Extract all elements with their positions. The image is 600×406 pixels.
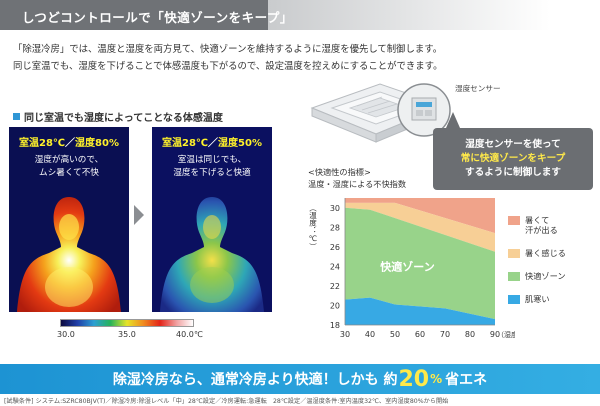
x-tick-label: 60 — [415, 330, 425, 339]
legend-swatch — [508, 216, 520, 225]
comfort-zone-label: 快適ゾーン — [379, 259, 434, 273]
intro-text: 「除湿冷房」では、温度と湿度を両方見て、快適ゾーンを維持するように湿度を優先して… — [13, 41, 600, 75]
legend-label: 肌寒い — [525, 294, 550, 304]
section-title-text: 同じ室温でも湿度によってことなる体感温度 — [24, 113, 223, 124]
chart-title-line-1: <快適性の指標> — [308, 167, 371, 177]
thermal-image-humid: 室温28℃／湿度80% 湿度が高いので、 ムシ暑くて不快 — [9, 127, 129, 312]
banner-percent-sign: % — [430, 372, 443, 386]
zone-area-2 — [345, 207, 495, 320]
separator: ／ — [65, 138, 76, 149]
scale-label-mid: 35.0 — [118, 330, 136, 339]
y-tick-label: 20 — [330, 301, 340, 310]
x-tick-label: 50 — [390, 330, 400, 339]
callout-line-1: 湿度センサーを使って — [465, 139, 561, 150]
temperature-color-scale — [60, 319, 194, 327]
section-title: 同じ室温でも湿度によってことなる体感温度 — [13, 109, 223, 124]
legend-item: 暑く感じる — [508, 248, 566, 258]
banner-text: 除湿冷房なら、通常冷房より快適！しかも 約 20% 省エネ — [0, 364, 600, 394]
callout-line-2: 常に快適ゾーンをキープ — [460, 153, 566, 164]
energy-saving-banner: 除湿冷房なら、通常冷房より快適！しかも 約 20% 省エネ — [0, 364, 600, 394]
condition-desc-2: 湿度を下げると快適 — [173, 168, 251, 178]
legend-label: 快適ゾーン — [525, 271, 566, 281]
condition-description: 室温は同じでも、 湿度を下げると快適 — [157, 154, 267, 180]
header-band: しつどコントロールで「快適ゾーンをキープ」 — [0, 0, 600, 30]
callout-line-3: するように制御します — [465, 167, 561, 178]
legend-swatch — [508, 272, 520, 281]
legend-swatch — [508, 249, 520, 258]
x-axis-label: （湿度：%） — [497, 330, 515, 339]
humidity-sensor-zoom-icon — [397, 83, 451, 137]
legend-swatch — [508, 295, 520, 304]
condition-description: 湿度が高いので、 ムシ暑くて不快 — [14, 154, 124, 180]
room-humidity: 湿度80% — [75, 138, 119, 149]
room-temp: 室温28℃ — [162, 138, 209, 149]
y-tick-label: 22 — [330, 282, 340, 291]
condition-line: 室温28℃／湿度50% — [157, 134, 267, 149]
bullet-square-icon — [13, 113, 20, 120]
separator: ／ — [208, 138, 219, 149]
scale-label-min: 30.0 — [57, 330, 75, 339]
x-tick-label: 80 — [465, 330, 475, 339]
zone-area-1 — [345, 202, 495, 252]
condition-desc-1: 湿度が高いので、 — [34, 155, 104, 165]
room-temp: 室温28℃ — [19, 138, 66, 149]
y-tick-label: 30 — [330, 204, 340, 213]
thermal-image-dry: 室温28℃／湿度50% 室温は同じでも、 湿度を下げると快適 — [152, 127, 272, 312]
condition-dry: 室温28℃／湿度50% 室温は同じでも、 湿度を下げると快適 — [157, 134, 267, 180]
room-humidity: 湿度50% — [218, 138, 262, 149]
zone-area-3 — [345, 297, 495, 325]
y-tick-label: 18 — [330, 321, 340, 330]
chart-title: <快適性の指標> 温度・湿度による不快指数 — [308, 166, 406, 190]
sensor-callout: 湿度センサーを使って 常に快適ゾーンをキープ するように制御します — [433, 128, 593, 190]
arrow-right-icon — [134, 205, 144, 225]
scale-label-max: 40.0℃ — [176, 330, 203, 339]
x-tick-label: 40 — [365, 330, 375, 339]
comfort-zone-chart: 30 40 50 60 70 80 90 18 20 22 24 26 28 30 （湿度：%） （温度：℃）… — [308, 198, 515, 339]
legend-item: 快適ゾーン — [508, 271, 566, 281]
legend-label: 暑くて 汗が出る — [525, 215, 558, 235]
header-dark-band — [0, 0, 268, 30]
y-tick-label: 28 — [330, 223, 340, 232]
intro-line-2: 同じ室温でも、湿度を下げることで体感温度も下がるので、設定温度を控えめにすること… — [13, 61, 443, 72]
y-tick-label: 26 — [330, 243, 340, 252]
intro-line-1: 「除湿冷房」では、温度と湿度を両方見て、快適ゾーンを維持するように湿度を優先して… — [13, 44, 443, 55]
header-fade — [268, 0, 600, 30]
chart-title-line-2: 温度・湿度による不快指数 — [308, 179, 407, 189]
sensor-label: 湿度センサー — [455, 84, 501, 93]
banner-post: 省エネ — [445, 372, 488, 388]
x-tick-label: 30 — [340, 330, 350, 339]
condition-desc-1: 室温は同じでも、 — [177, 155, 247, 165]
legend-item: 暑くて 汗が出る — [508, 215, 558, 235]
x-tick-label: 90 — [490, 330, 500, 339]
condition-desc-2: ムシ暑くて不快 — [39, 168, 99, 178]
y-tick-label: 24 — [330, 262, 340, 271]
callout-pointer — [446, 112, 460, 128]
condition-line: 室温28℃／湿度80% — [14, 134, 124, 149]
thermal-body-dry-image — [152, 127, 272, 312]
y-axis-label: （温度：℃） — [308, 204, 317, 251]
callout-text: 湿度センサーを使って 常に快適ゾーンをキープ するように制御します — [433, 138, 593, 180]
test-conditions-footnote: [試験条件] システム:SZRC80BJV(T)／除湿冷房:除湿レベル「中」28… — [4, 398, 449, 405]
thermal-body-humid-image — [9, 127, 129, 312]
banner-percent-value: 20 — [398, 366, 430, 392]
legend-item: 肌寒い — [508, 294, 550, 304]
condition-humid: 室温28℃／湿度80% 湿度が高いので、 ムシ暑くて不快 — [14, 134, 124, 180]
legend-label: 暑く感じる — [525, 248, 566, 258]
page-title: しつどコントロールで「快適ゾーンをキープ」 — [22, 10, 293, 25]
zone-area-0 — [345, 198, 495, 234]
banner-pre: 除湿冷房なら、通常冷房より快適！しかも 約 — [112, 372, 398, 388]
x-tick-label: 70 — [440, 330, 450, 339]
